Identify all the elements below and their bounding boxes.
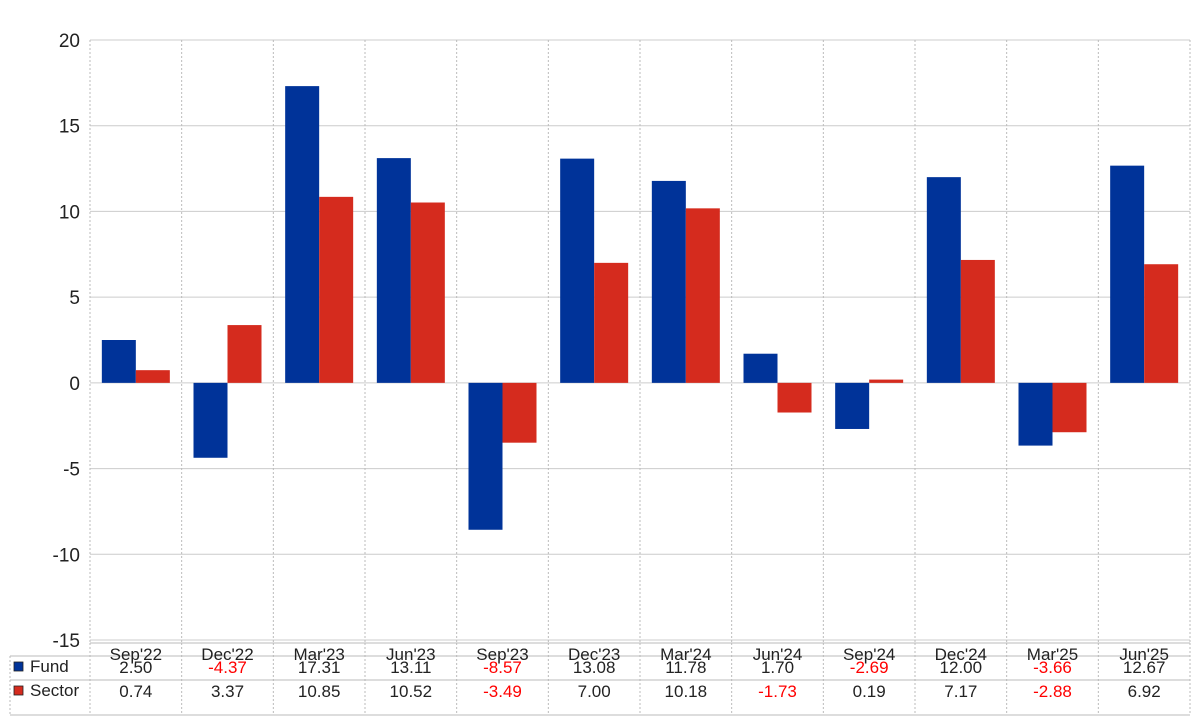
fund-legend-label: Fund	[30, 657, 69, 676]
sector-bar	[685, 208, 720, 383]
x-tick-label: Jun'25	[1119, 645, 1169, 664]
fund-bar	[101, 340, 136, 383]
bars	[101, 86, 1179, 530]
sector-bar	[410, 202, 445, 383]
sector-bar	[502, 382, 537, 443]
sector-data-label: 10.18	[665, 682, 708, 701]
y-tick-label: 10	[59, 202, 80, 223]
x-tick-label: Mar'24	[660, 645, 711, 664]
x-tick-label: Jun'24	[753, 645, 803, 664]
sector-data-label: 0.19	[853, 682, 886, 701]
fund-bar	[743, 353, 778, 383]
fund-data-label: 1.70	[761, 658, 794, 677]
fund-data-label: 13.08	[573, 658, 616, 677]
sector-bar	[1052, 382, 1087, 433]
sector-bar	[319, 196, 354, 383]
sector-bar	[227, 325, 262, 383]
sector-data-label: 10.85	[298, 682, 341, 701]
fund-bar	[285, 86, 320, 383]
x-tick-label: Dec'23	[568, 645, 620, 664]
sector-data-label: -3.49	[483, 682, 522, 701]
fund-bar	[468, 382, 503, 530]
fund-data-label: 13.11	[390, 658, 431, 677]
fund-bar	[1018, 382, 1053, 446]
fund-data-label: 12.67	[1123, 658, 1166, 677]
x-tick-label: Sep'23	[476, 645, 528, 664]
y-tick-label: -5	[63, 460, 80, 481]
y-tick-label: -10	[53, 545, 80, 566]
sector-data-label: -1.73	[758, 682, 797, 701]
y-tick-label: 15	[59, 117, 80, 138]
sector-bar	[777, 382, 812, 413]
fund-bar	[651, 180, 686, 383]
sector-legend-label: Sector	[30, 681, 79, 700]
fund-data-label: -3.66	[1033, 658, 1072, 677]
fund-bar	[835, 382, 870, 429]
fund-data-label: 17.31	[298, 658, 341, 677]
y-tick-label: 5	[69, 288, 80, 309]
sector-bar	[1144, 264, 1179, 383]
sector-data-label: 0.74	[119, 682, 152, 701]
x-tick-label: Mar'25	[1027, 645, 1078, 664]
x-tick-label: Mar'23	[293, 645, 344, 664]
sector-legend-swatch	[13, 685, 24, 696]
fund-data-label: 2.50	[119, 658, 152, 677]
y-tick-label: 0	[69, 374, 80, 395]
x-tick-label: Dec'24	[935, 645, 987, 664]
x-tick-label: Sep'24	[843, 645, 895, 664]
sector-data-label: 10.52	[390, 682, 433, 701]
sector-data-label: 6.92	[1128, 682, 1161, 701]
data-table: Sep'22 Dec'22 Mar'23 Jun'23 Sep'23 Dec'23 Mar'…	[9, 642, 1191, 716]
sector-bar	[960, 259, 995, 383]
fund-bar	[193, 382, 228, 458]
y-tick-label: 20	[59, 31, 80, 52]
sector-data-label: -2.88	[1033, 682, 1072, 701]
fund-data-label: -2.69	[850, 658, 889, 677]
fund-data-label: 12.00	[940, 658, 983, 677]
fund-data-label: -8.57	[483, 658, 522, 677]
sector-bar	[594, 262, 629, 383]
fund-bar	[560, 158, 595, 383]
fund-legend-swatch	[13, 661, 24, 672]
sector-data-label: 3.37	[211, 682, 244, 701]
x-tick-label: Sep'22	[110, 645, 162, 664]
sector-data-label: 7.00	[578, 682, 611, 701]
x-tick-label: Jun'23	[386, 645, 436, 664]
x-tick-label: Dec'22	[201, 645, 253, 664]
fund-bar	[1110, 165, 1145, 383]
sector-bar	[135, 370, 170, 383]
y-axis: 20 15 10 5 0 -5 -10 -15	[53, 31, 80, 652]
y-tick-label: -15	[53, 631, 80, 652]
sector-data-label: 7.17	[944, 682, 977, 701]
fund-data-label: -4.37	[208, 658, 247, 677]
sector-bar	[869, 379, 904, 383]
grid-lines	[89, 39, 1191, 643]
fund-bar	[926, 177, 961, 383]
fund-bar	[376, 158, 411, 383]
fund-data-label: 11.78	[665, 658, 706, 677]
